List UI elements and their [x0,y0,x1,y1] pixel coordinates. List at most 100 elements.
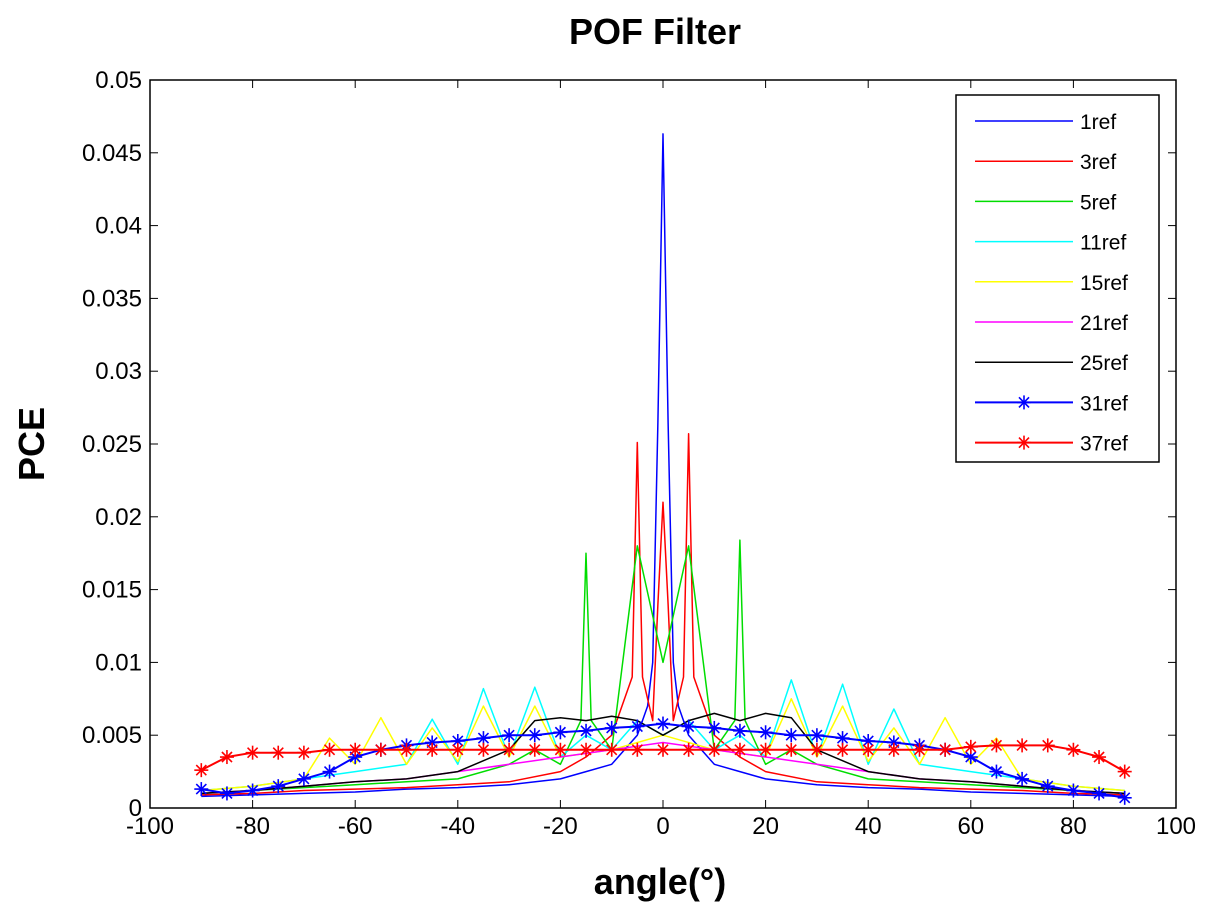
legend-entry-5ref: 5ref [975,191,1116,214]
y-tick-label: 0.03 [95,358,142,385]
x-tick-label: 20 [752,813,779,840]
series-layer [194,133,1132,805]
data-point-31ref [527,728,542,743]
data-point-37ref [835,742,850,757]
data-point-37ref [963,739,978,754]
y-tick-label: 0.015 [82,577,142,604]
data-point-37ref [784,742,799,757]
series-line-25ref [201,712,1125,795]
data-point-31ref [656,716,670,731]
data-point-37ref [502,742,517,757]
data-point-37ref [681,742,696,757]
data-point-31ref [1015,771,1030,786]
data-point-37ref [245,745,260,760]
x-tick-label: 0 [656,813,669,840]
data-point-37ref [912,742,927,757]
legend-box [955,94,1160,463]
series-25ref [201,712,1125,795]
y-tick-label: 0.02 [95,504,142,531]
data-point-37ref [1117,764,1132,779]
y-tick-label: 0.035 [82,285,142,312]
data-point-37ref [1015,738,1030,753]
data-point-37ref [1092,750,1107,765]
series-line-1ref [201,133,1125,798]
legend-label: 31ref [1080,392,1128,415]
data-point-37ref [604,742,619,757]
y-tick-label: 0.045 [82,140,142,167]
data-point-37ref [373,742,388,757]
data-point-31ref [732,723,747,738]
y-axis-title: PCE [11,407,52,481]
series-37ref [194,738,1132,779]
chart-title: POF Filter [569,11,741,52]
legend-marker [1017,435,1031,450]
data-point-37ref [425,742,440,757]
legend: 1ref 3ref 5ref 11ref 15ref 21ref 25ref 31ref 37r… [955,94,1160,463]
data-point-31ref [707,720,722,735]
data-point-31ref [194,782,209,797]
data-point-31ref [1066,783,1081,798]
data-point-37ref [579,742,594,757]
legend-entry-25ref: 25ref [975,352,1128,375]
data-point-31ref [784,728,799,743]
x-tick-label: -40 [440,813,475,840]
data-point-31ref [322,764,337,779]
data-point-31ref [1092,786,1107,801]
data-point-37ref [476,742,491,757]
x-tick-label: -20 [543,813,578,840]
series-line-3ref [201,433,1125,796]
data-point-37ref [1040,738,1055,753]
legend-entry-37ref: 37ref [975,433,1128,456]
data-point-37ref [450,742,465,757]
legend-label: 21ref [1080,312,1128,335]
y-tick-label: 0.01 [95,649,142,676]
legend-marker [1017,395,1031,410]
data-point-37ref [707,742,722,757]
data-point-37ref [553,742,568,757]
x-tick-label: -100 [126,813,174,840]
data-point-37ref [809,742,824,757]
data-point-31ref [758,725,773,740]
data-point-31ref [1117,790,1132,805]
x-axis-title: angle(°) [594,861,726,902]
legend-label: 3ref [1080,151,1116,174]
legend-entry-21ref: 21ref [975,312,1128,335]
data-point-31ref [296,771,311,786]
series-5ref [201,539,1125,795]
x-axis-tick-labels: -100 -80 -60 -40 -20 0 20 40 60 80 100 [126,813,1196,840]
legend-label: 15ref [1080,272,1128,295]
series-31ref [194,716,1132,805]
legend-label: 1ref [1080,111,1116,134]
data-point-31ref [553,725,568,740]
data-point-37ref [322,742,337,757]
data-point-37ref [296,745,311,760]
x-tick-label: -80 [235,813,270,840]
data-point-31ref [630,719,645,734]
data-point-31ref [681,719,696,734]
data-point-37ref [194,763,209,778]
x-tick-label: 40 [855,813,882,840]
legend-entry-15ref: 15ref [975,272,1128,295]
y-axis-tick-labels: 0 0.005 0.01 0.015 0.02 0.025 0.03 0.035 0.04 0.0… [82,67,142,822]
y-tick-label: 0.005 [82,722,142,749]
y-tick-label: 0 [129,795,142,822]
data-point-37ref [527,742,542,757]
data-point-31ref [271,779,286,794]
data-point-31ref [502,728,517,743]
data-point-37ref [758,742,773,757]
data-point-37ref [938,742,953,757]
data-point-37ref [348,742,363,757]
legend-label: 25ref [1080,352,1128,375]
x-tick-label: 60 [957,813,984,840]
y-tick-label: 0.025 [82,431,142,458]
data-point-37ref [732,742,747,757]
series-line-5ref [201,539,1125,795]
data-point-31ref [579,723,594,738]
data-point-37ref [219,750,234,765]
data-point-37ref [989,738,1004,753]
x-tick-label: 80 [1060,813,1087,840]
legend-label: 5ref [1080,191,1116,214]
x-tick-label: 100 [1156,813,1196,840]
data-point-31ref [219,786,234,801]
